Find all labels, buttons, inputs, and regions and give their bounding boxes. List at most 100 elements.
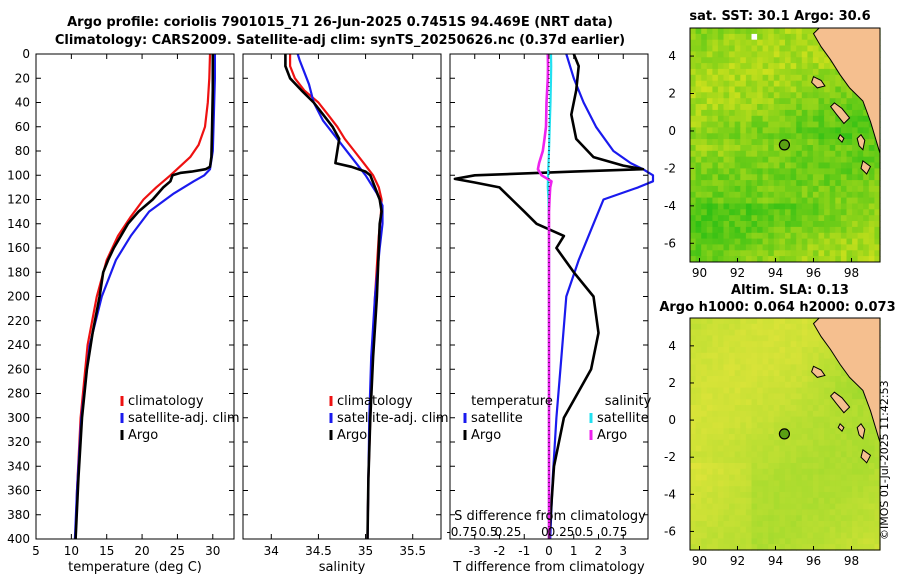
map-sla-cell <box>717 526 725 534</box>
map-sla-cell <box>757 364 764 371</box>
map-sla-cell <box>701 457 708 464</box>
map-sla-cell <box>779 376 786 383</box>
map-sst-cell <box>734 174 741 181</box>
map-sla-cell <box>785 492 792 499</box>
map-sla-cell <box>868 439 875 447</box>
map-sst-cell <box>852 168 859 175</box>
map-sla-cell <box>790 451 797 458</box>
map-sla-cell <box>779 480 786 487</box>
map-sst-cell <box>751 250 758 257</box>
map-sla-cell <box>712 318 719 325</box>
map-sst-cell <box>745 197 753 204</box>
map-sst-cell <box>773 39 780 47</box>
map-sla-cell <box>751 544 758 551</box>
map-sst-cell <box>740 150 747 158</box>
map-sla-cell <box>840 434 848 441</box>
map-sla-cell <box>779 416 786 423</box>
map-sla-cell <box>695 468 702 476</box>
map-sla-cell <box>717 405 725 412</box>
map-sst-cell <box>729 68 736 76</box>
map-sst-cell <box>829 109 836 117</box>
map-sst-cell <box>779 221 786 228</box>
map-sla-cell <box>701 352 708 360</box>
map-sst-cell <box>740 221 747 228</box>
map-sla-cell <box>790 526 797 534</box>
map-sst-cell <box>762 226 769 234</box>
map-sst-cell <box>807 86 814 93</box>
map-sla-cell <box>807 515 814 522</box>
map-sla-cell <box>729 364 736 371</box>
map-sla-cell <box>695 521 702 528</box>
map-sst-cell <box>790 68 797 76</box>
map-sla-cell <box>835 509 842 516</box>
map-sla-cell <box>690 492 697 499</box>
map-sla-cell <box>745 387 753 394</box>
map-sst-cell <box>818 145 825 152</box>
map-sla-cell <box>818 463 825 470</box>
map-sst-cell <box>723 226 730 234</box>
map-sst-cell <box>757 185 764 193</box>
map-sla-cell <box>790 480 797 487</box>
map-sst-cell <box>757 133 764 140</box>
map-sla-cell <box>695 492 702 499</box>
map-sst-cell <box>846 86 853 93</box>
map-sla-cell <box>812 544 820 551</box>
map-sla-cell <box>762 434 769 441</box>
map-sst-cell <box>863 180 870 187</box>
map-sst-cell <box>723 156 730 164</box>
map-sst-cell <box>768 57 775 64</box>
map-sst-cell <box>717 150 725 158</box>
map-sst-cell <box>690 28 697 35</box>
map-sla-cell <box>740 474 747 481</box>
map-sst-cell <box>768 127 775 134</box>
map-sla-cell <box>835 538 842 545</box>
map-sla-cell <box>840 509 848 516</box>
map-sst-cell <box>706 197 713 204</box>
map-sst-cell <box>801 86 808 93</box>
map-sla-cell <box>723 347 730 354</box>
map-sla-cell <box>874 544 881 551</box>
map-sla-cell <box>807 434 814 441</box>
map-sst-cell <box>729 86 736 93</box>
map-sla-cell <box>745 393 753 400</box>
map-sla-cell <box>723 439 730 447</box>
map-sla-cell <box>868 428 875 435</box>
map-sla-cell <box>796 352 803 360</box>
map-sst-cell <box>801 145 808 152</box>
map-sla-cell <box>734 323 741 331</box>
map-sla-cell <box>706 532 713 539</box>
map-sla-cell <box>840 376 848 383</box>
map-sst-cell <box>863 256 870 263</box>
map-sla-cell <box>807 347 814 354</box>
map-sst-cell <box>734 145 741 152</box>
map-sst-cell <box>801 68 808 76</box>
map-sla-cell <box>790 387 797 394</box>
map-sst-cell <box>751 115 758 123</box>
map-sla-cell <box>712 451 719 458</box>
map-sst-cell <box>807 127 814 134</box>
map-sst-cell <box>835 226 842 234</box>
map-sla-cell <box>852 521 859 528</box>
map-sst-cell <box>706 127 713 134</box>
map-sst-cell <box>717 226 725 234</box>
map-sla-cell <box>796 544 803 551</box>
map-sla-cell <box>706 323 713 331</box>
map-sst-cell <box>723 232 730 240</box>
map-sla-cell <box>740 410 747 418</box>
map-sla-cell <box>835 364 842 371</box>
map-sst-cell <box>701 221 708 228</box>
map-sst-cell <box>818 74 825 82</box>
map-sla-cell <box>773 457 780 464</box>
map-sla-ytick-label: -2 <box>664 450 676 464</box>
map-sla-cell <box>695 341 702 348</box>
map-sla-cell <box>768 352 775 360</box>
map-sst-cell <box>690 174 697 181</box>
map-sst-cell <box>874 238 881 245</box>
map-sst-cell <box>812 168 820 175</box>
map-sla-cell <box>690 468 697 476</box>
map-sla-cell <box>874 538 881 545</box>
map-sla-cell <box>874 445 881 452</box>
map-sla-cell <box>852 428 859 435</box>
map-sla-cell <box>790 492 797 499</box>
map-sla-cell <box>729 428 736 435</box>
